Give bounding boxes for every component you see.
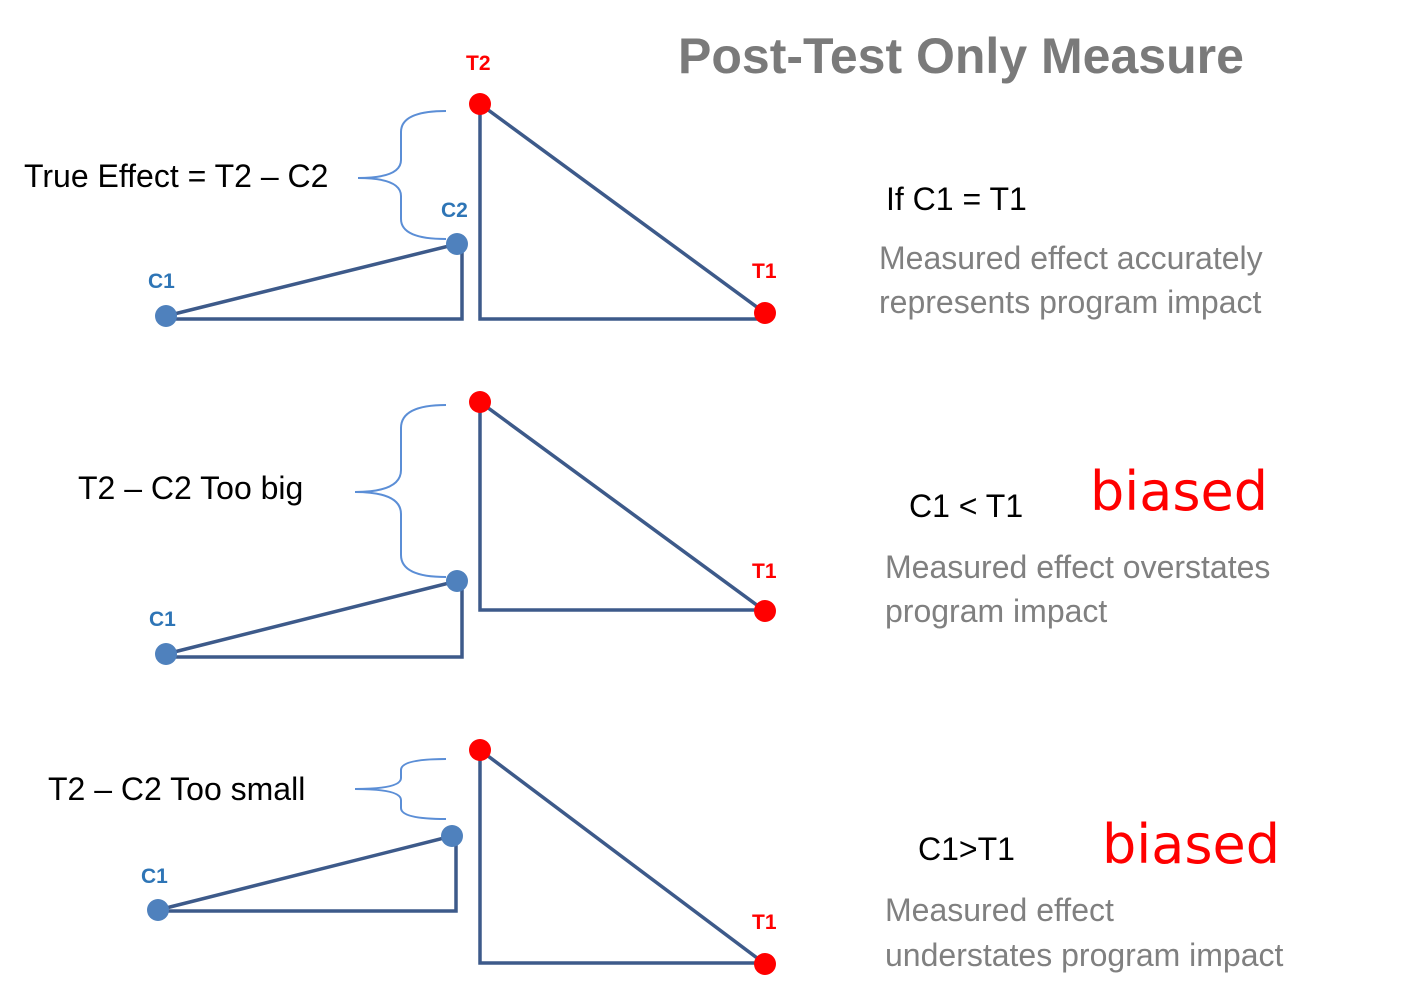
description-line-2: represents program impact bbox=[879, 284, 1261, 320]
condition-text: If C1 = T1 bbox=[886, 181, 1027, 217]
t2-point bbox=[469, 391, 491, 413]
t1-point bbox=[754, 953, 776, 975]
biased-label: biased bbox=[1090, 460, 1268, 523]
description-line-1: Measured effect overstates bbox=[885, 549, 1270, 585]
c1-point bbox=[155, 305, 177, 327]
description-line-1: Measured effect accurately bbox=[879, 240, 1263, 276]
page-title: Post-Test Only Measure bbox=[678, 28, 1244, 84]
description-line-1: Measured effect bbox=[885, 892, 1114, 928]
panel-equal: T2 C2 C1 T1 True Effect = T2 – C2 If C1 … bbox=[24, 52, 1263, 327]
c2-label: C2 bbox=[441, 199, 468, 222]
treatment-triangle bbox=[478, 100, 767, 321]
t1-point bbox=[754, 600, 776, 622]
c2-point bbox=[446, 233, 468, 255]
treatment-triangle bbox=[478, 398, 767, 615]
control-triangle bbox=[157, 834, 458, 913]
panel-less: C1 T1 T2 – C2 Too big C1 < T1 biased Mea… bbox=[78, 391, 1270, 665]
effect-brace bbox=[357, 110, 447, 240]
treatment-triangle bbox=[478, 746, 767, 968]
description-line-2: understates program impact bbox=[885, 937, 1284, 973]
effect-brace bbox=[354, 404, 447, 578]
brace-label: T2 – C2 Too big bbox=[78, 470, 303, 506]
t2-point bbox=[469, 93, 491, 115]
t1-label: T1 bbox=[752, 560, 777, 583]
t2-point bbox=[469, 739, 491, 761]
t1-label: T1 bbox=[752, 911, 777, 934]
c2-point bbox=[441, 825, 463, 847]
t1-point bbox=[754, 302, 776, 324]
control-triangle bbox=[165, 579, 464, 659]
c1-label: C1 bbox=[149, 608, 176, 631]
t1-label: T1 bbox=[752, 260, 777, 283]
condition-text: C1 < T1 bbox=[909, 488, 1023, 524]
c1-point bbox=[147, 899, 169, 921]
biased-label: biased bbox=[1102, 813, 1280, 876]
c1-label: C1 bbox=[148, 270, 175, 293]
c1-label: C1 bbox=[141, 865, 168, 888]
t2-label: T2 bbox=[466, 52, 491, 75]
control-triangle bbox=[165, 242, 464, 321]
brace-label: True Effect = T2 – C2 bbox=[24, 158, 328, 194]
c2-point bbox=[446, 570, 468, 592]
c1-point bbox=[155, 643, 177, 665]
condition-text: C1>T1 bbox=[918, 831, 1015, 867]
description-line-2: program impact bbox=[885, 593, 1107, 629]
brace-label: T2 – C2 Too small bbox=[48, 771, 305, 807]
effect-brace bbox=[354, 758, 447, 820]
panel-greater: C1 T1 T2 – C2 Too small C1>T1 biased Mea… bbox=[48, 739, 1284, 975]
